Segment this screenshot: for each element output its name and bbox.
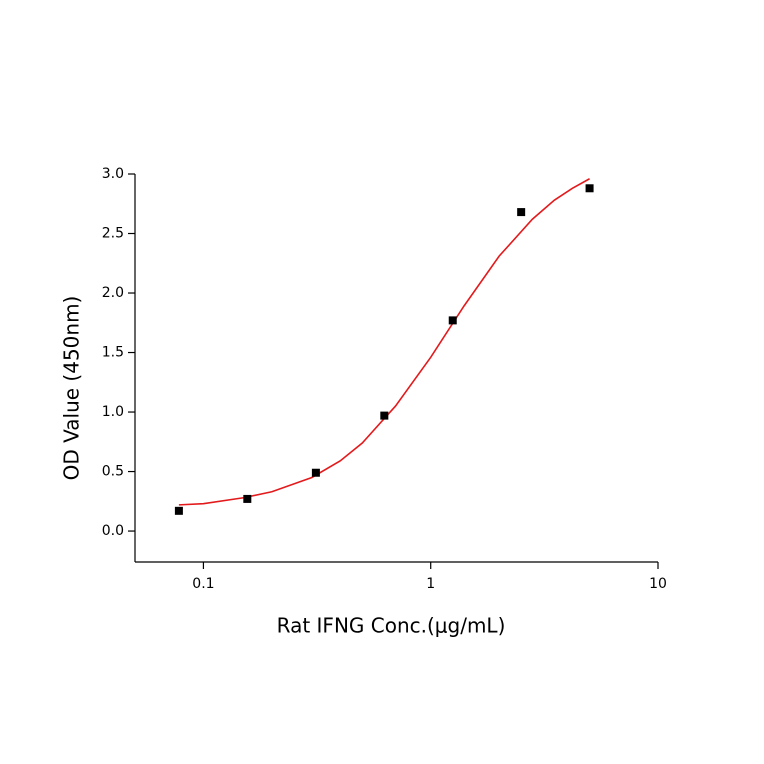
y-tick-label: 0.5 <box>102 464 124 480</box>
fit-curve <box>178 178 590 506</box>
y-tick-label: 2.0 <box>102 285 124 301</box>
x-tick-label: 10 <box>649 576 667 592</box>
data-point <box>448 316 457 325</box>
data-point <box>585 184 594 193</box>
x-tick-label: 1 <box>426 576 435 592</box>
y-axis-title: OD Value (450nm) <box>60 296 84 481</box>
data-point <box>174 506 183 515</box>
data-point <box>517 208 526 217</box>
x-tick-label: 0.1 <box>192 576 214 592</box>
y-tick-label: 3.0 <box>102 166 124 182</box>
y-tick-label: 0.0 <box>102 523 124 539</box>
data-point <box>243 494 252 503</box>
data-point <box>311 468 320 477</box>
data-point <box>380 411 389 420</box>
y-tick-label: 1.5 <box>102 345 124 361</box>
x-axis-title: Rat IFNG Conc.(μg/mL) <box>277 614 506 638</box>
y-tick-label: 2.5 <box>102 226 124 242</box>
y-tick-label: 1.0 <box>102 404 124 420</box>
